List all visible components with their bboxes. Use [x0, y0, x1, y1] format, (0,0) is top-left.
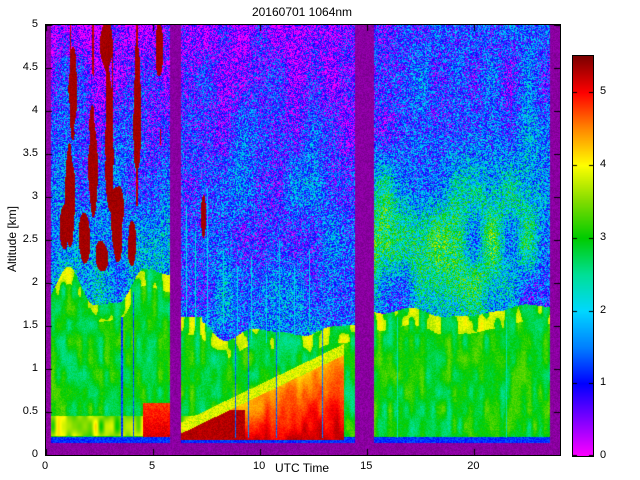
- colorbar-tick-label: 1: [600, 376, 607, 389]
- colorbar-tick-label: 3: [600, 230, 607, 243]
- x-tick-label: 15: [360, 460, 373, 472]
- y-tick-label: 4: [31, 104, 38, 116]
- colorbar-tick-label: 2: [600, 303, 607, 316]
- chart-title: 20160701 1064nm: [251, 5, 353, 19]
- y-tick-label: 2.5: [22, 233, 38, 245]
- colorbar-canvas: [572, 55, 594, 457]
- y-tick-label: 2: [31, 276, 38, 288]
- x-axis-label: UTC Time: [275, 461, 329, 475]
- y-tick-label: 1.5: [22, 319, 38, 331]
- y-tick-label: 0: [31, 448, 38, 460]
- colorbar-tick-label: 4: [600, 158, 607, 171]
- colorbar-tick-label: 5: [600, 85, 607, 98]
- x-tick-label: 5: [149, 460, 156, 472]
- heatmap-canvas: [45, 24, 561, 456]
- x-tick-label: 0: [41, 460, 49, 472]
- y-tick-label: 0.5: [22, 405, 38, 417]
- y-tick-label: 1: [31, 362, 38, 374]
- y-tick-label: 3.5: [22, 147, 38, 159]
- colorbar-tick-label: 0: [600, 449, 607, 461]
- x-tick-label: 10: [253, 460, 266, 472]
- y-tick-label: 4.5: [22, 61, 38, 73]
- y-tick-label: 5: [31, 18, 38, 30]
- x-tick-label: 20: [467, 460, 480, 472]
- y-tick-label: 3: [31, 190, 38, 202]
